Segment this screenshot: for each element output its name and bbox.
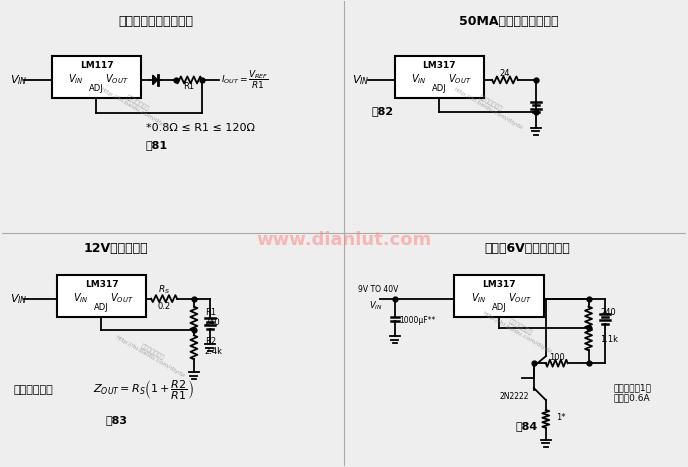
Text: 图82: 图82 <box>372 106 394 116</box>
Text: ADJ: ADJ <box>89 84 104 93</box>
Text: $V_{IN}$: $V_{IN}$ <box>471 291 486 304</box>
Text: $I_{OUT}=\dfrac{V_{REF}}{R1}$: $I_{OUT}=\dfrac{V_{REF}}{R1}$ <box>221 69 268 91</box>
Text: 图81: 图81 <box>145 140 167 149</box>
Text: 12V电池充电器: 12V电池充电器 <box>84 242 149 255</box>
Text: 50MA电池恒流充电电路: 50MA电池恒流充电电路 <box>460 15 559 28</box>
Bar <box>52 56 141 98</box>
Text: 1*: 1* <box>556 413 566 422</box>
Text: ADJ: ADJ <box>94 303 109 311</box>
Text: $V_{IN}$: $V_{IN}$ <box>352 73 369 87</box>
Text: LM317: LM317 <box>482 280 516 289</box>
Text: 图84: 图84 <box>516 421 538 431</box>
Text: 1000μF**: 1000μF** <box>400 316 436 325</box>
Text: $V_{IN}$: $V_{IN}$ <box>411 72 427 86</box>
Text: $R_S$: $R_S$ <box>158 283 170 296</box>
Text: $Z_{OUT}=R_S\left(1+\dfrac{R2}{R1}\right)$: $Z_{OUT}=R_S\left(1+\dfrac{R2}{R1}\right… <box>94 378 194 402</box>
Text: 240: 240 <box>601 308 616 317</box>
Text: LM317: LM317 <box>422 61 456 70</box>
Text: 2N2222: 2N2222 <box>499 391 529 401</box>
Bar <box>454 275 544 317</box>
Text: $V_{IN}$: $V_{IN}$ <box>68 72 84 86</box>
Text: 成志电子制作网
http://hi.baidu.com/diydz: 成志电子制作网 http://hi.baidu.com/diydz <box>482 304 556 354</box>
Text: ADJ: ADJ <box>492 303 506 311</box>
Text: LM117: LM117 <box>80 61 114 70</box>
Text: R2: R2 <box>205 337 216 346</box>
Text: 取样电阵为1欧
电流剠0.6A: 取样电阵为1欧 电流剠0.6A <box>613 383 652 403</box>
Text: $V_{OUT}$: $V_{OUT}$ <box>105 72 129 86</box>
Text: 成志电子制作网
http://hi.baidu.com/diydz: 成志电子制作网 http://hi.baidu.com/diydz <box>114 330 189 379</box>
Text: 1.1k: 1.1k <box>601 335 619 344</box>
Text: 小电流恒流电路及应用: 小电流恒流电路及应用 <box>118 15 193 28</box>
Text: www.dianlut.com: www.dianlut.com <box>257 231 431 249</box>
Text: 100: 100 <box>549 353 565 362</box>
Text: *0.8Ω ≤ R1 ≤ 120Ω: *0.8Ω ≤ R1 ≤ 120Ω <box>147 123 255 133</box>
Text: $V_{IN}$: $V_{IN}$ <box>10 73 28 87</box>
Text: 9V TO 40V: 9V TO 40V <box>358 285 398 294</box>
Text: $V_{OUT}$: $V_{OUT}$ <box>110 291 134 304</box>
Text: LM317: LM317 <box>85 280 118 289</box>
Text: 成志电子制作网
http://hi.baidu.com/diydz: 成志电子制作网 http://hi.baidu.com/diydz <box>99 81 173 130</box>
Text: $V_{IN}$: $V_{IN}$ <box>369 299 383 312</box>
Text: 240: 240 <box>205 318 221 327</box>
Text: 电池电压上限: 电池电压上限 <box>14 385 54 395</box>
Bar <box>56 275 146 317</box>
Text: $V_{IN}$: $V_{IN}$ <box>10 292 28 305</box>
Bar <box>395 56 484 98</box>
Text: 0.2: 0.2 <box>158 302 171 311</box>
Text: 图83: 图83 <box>105 415 127 425</box>
Text: 24: 24 <box>499 70 510 78</box>
Text: R1: R1 <box>184 82 195 92</box>
Text: 成志电子制作网
http://hi.baidu.com/diydz: 成志电子制作网 http://hi.baidu.com/diydz <box>452 81 526 130</box>
Text: $V_{IN}$: $V_{IN}$ <box>73 291 89 304</box>
Text: 2.4k: 2.4k <box>205 347 223 356</box>
Text: ADJ: ADJ <box>432 84 447 93</box>
Text: 小电涁6V电池充电电路: 小电涁6V电池充电电路 <box>484 242 570 255</box>
Text: $V_{OUT}$: $V_{OUT}$ <box>448 72 472 86</box>
Text: R1: R1 <box>205 308 216 317</box>
Polygon shape <box>153 75 158 85</box>
Text: $V_{OUT}$: $V_{OUT}$ <box>508 291 531 304</box>
